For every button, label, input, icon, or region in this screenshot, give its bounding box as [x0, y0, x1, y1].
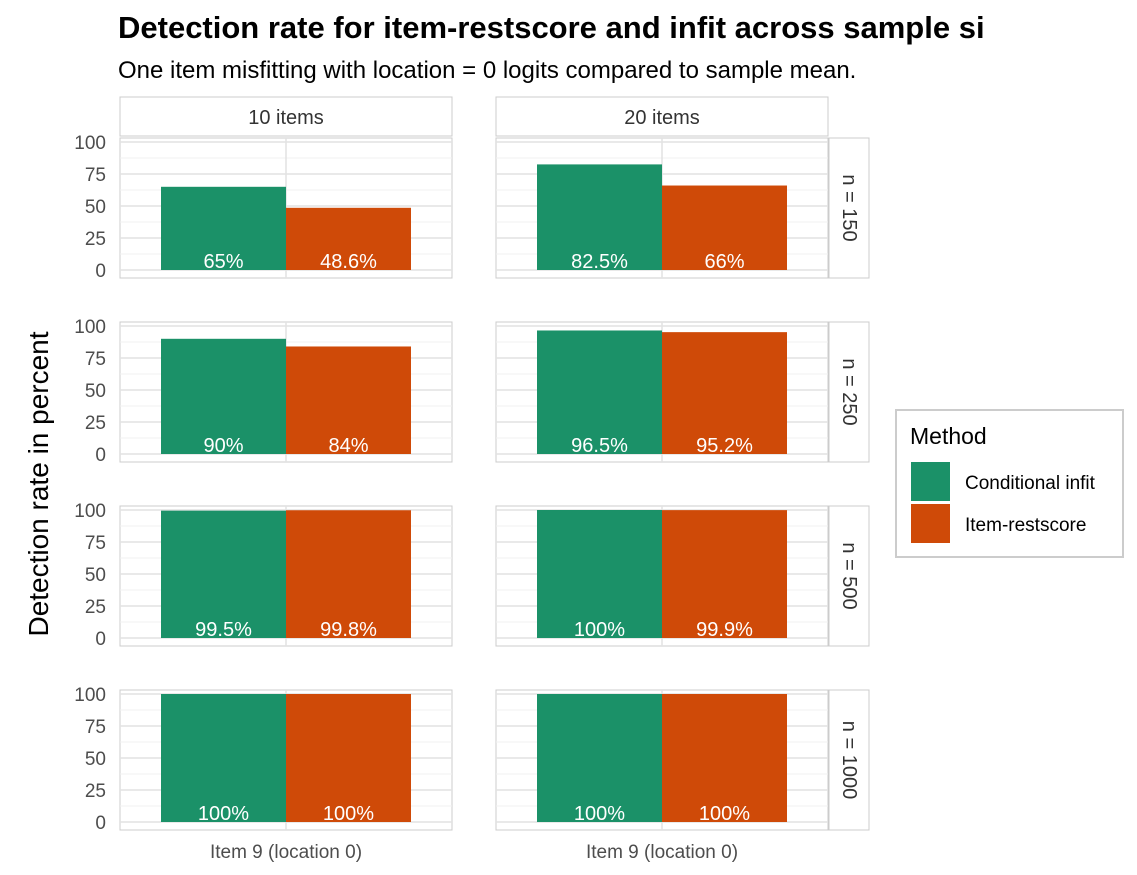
- bar-value-label: 90%: [203, 435, 243, 457]
- bar-value-label: 66%: [704, 251, 744, 273]
- bar-conditional-infit: [537, 330, 662, 454]
- facet-panel: 90% 84% 0 25 50 75 100: [74, 317, 453, 466]
- y-axis-title: Detection rate in percent: [23, 331, 54, 636]
- y-tick-label: 25: [85, 597, 106, 618]
- bar-value-label: 99.8%: [320, 619, 377, 641]
- y-tick-label: 0: [95, 813, 106, 834]
- row-strip-box: [828, 137, 870, 279]
- row-strip-box: [828, 689, 870, 831]
- bar-value-label: 84%: [328, 435, 368, 457]
- bar-conditional-infit: [537, 510, 662, 638]
- y-tick-label: 100: [74, 133, 106, 154]
- y-tick-label: 0: [95, 261, 106, 282]
- column-strip-label: 20 items: [624, 107, 700, 129]
- row-strip-label: n = 500: [838, 542, 860, 609]
- bar-value-label: 95.2%: [696, 435, 753, 457]
- bar-conditional-infit: [537, 164, 662, 270]
- bar-item-restscore: [286, 207, 411, 270]
- y-tick-label: 100: [74, 685, 106, 706]
- row-strip: n = 250: [828, 321, 870, 463]
- bar-value-label: 99.9%: [696, 619, 753, 641]
- y-tick-label: 100: [74, 501, 106, 522]
- row-strip: n = 500: [828, 505, 870, 647]
- legend-label: Conditional infit: [965, 473, 1096, 494]
- bar-value-label: 100%: [574, 803, 625, 825]
- row-strip-label: n = 150: [838, 174, 860, 241]
- y-tick-label: 0: [95, 629, 106, 650]
- column-strip-label: 10 items: [248, 107, 324, 129]
- facet-panel: 100% 99.9%: [495, 505, 829, 647]
- row-strip-box: [828, 505, 870, 647]
- y-tick-label: 75: [85, 717, 106, 738]
- y-tick-label: 25: [85, 781, 106, 802]
- facet-panel: 99.5% 99.8% 0 25 50 75 100: [74, 501, 453, 650]
- bar-conditional-infit: [161, 338, 286, 454]
- y-tick-label: 75: [85, 349, 106, 370]
- bar-value-label: 100%: [574, 619, 625, 641]
- facet-panel: 65% 48.6% 0 25 50 75 100: [74, 133, 453, 282]
- y-tick-label: 0: [95, 445, 106, 466]
- bar-conditional-infit: [161, 186, 286, 270]
- bar-value-label: 100%: [198, 803, 249, 825]
- row-strip-label: n = 1000: [838, 721, 860, 799]
- legend-title: Method: [910, 423, 987, 449]
- bar-item-restscore: [286, 346, 411, 454]
- bar-value-label: 82.5%: [571, 251, 628, 273]
- column-strip: 20 items: [495, 96, 829, 137]
- bar-item-restscore: [662, 185, 787, 270]
- y-tick-label: 50: [85, 749, 106, 770]
- bar-value-label: 48.6%: [320, 251, 377, 273]
- bar-item-restscore: [662, 510, 787, 638]
- bar-item-restscore: [286, 694, 411, 822]
- x-tick-label: Item 9 (location 0): [210, 842, 362, 863]
- legend-swatch: [911, 462, 950, 501]
- facet-panels: 10 items 20 items n = 150 n = 250 n = 500 n =…: [74, 96, 870, 863]
- bar-value-label: 99.5%: [195, 619, 252, 641]
- facet-panel: 100% 100% 0 25 50 75 100: [74, 685, 453, 834]
- bar-value-label: 100%: [699, 803, 750, 825]
- facet-panel: 82.5% 66%: [495, 137, 829, 279]
- column-strip: 10 items: [119, 96, 453, 137]
- legend-swatch: [911, 504, 950, 543]
- chart-title: Detection rate for item-restscore and in…: [118, 10, 985, 45]
- y-tick-label: 25: [85, 413, 106, 434]
- row-strip: n = 1000: [828, 689, 870, 831]
- bar-conditional-infit: [161, 510, 286, 638]
- facet-panel: 96.5% 95.2%: [495, 321, 829, 463]
- y-tick-label: 50: [85, 197, 106, 218]
- y-tick-label: 25: [85, 229, 106, 250]
- bar-item-restscore: [662, 694, 787, 822]
- bar-conditional-infit: [161, 694, 286, 822]
- y-tick-label: 75: [85, 165, 106, 186]
- y-tick-label: 75: [85, 533, 106, 554]
- chart-subtitle: One item misfitting with location = 0 lo…: [118, 57, 856, 84]
- column-strip-box: [495, 96, 829, 137]
- row-strip: n = 150: [828, 137, 870, 279]
- bar-value-label: 65%: [203, 251, 243, 273]
- facet-panel: 100% 100%: [495, 689, 829, 831]
- bar-item-restscore: [286, 510, 411, 638]
- bar-value-label: 96.5%: [571, 435, 628, 457]
- legend: Method Conditional infit Item-restscore: [895, 409, 1124, 558]
- row-strip-box: [828, 321, 870, 463]
- x-tick-label: Item 9 (location 0): [586, 842, 738, 863]
- y-tick-label: 100: [74, 317, 106, 338]
- bar-conditional-infit: [537, 694, 662, 822]
- row-strip-label: n = 250: [838, 358, 860, 425]
- bar-value-label: 100%: [323, 803, 374, 825]
- bar-item-restscore: [662, 332, 787, 454]
- y-tick-label: 50: [85, 565, 106, 586]
- column-strip-box: [119, 96, 453, 137]
- legend-label: Item-restscore: [965, 515, 1086, 536]
- y-tick-label: 50: [85, 381, 106, 402]
